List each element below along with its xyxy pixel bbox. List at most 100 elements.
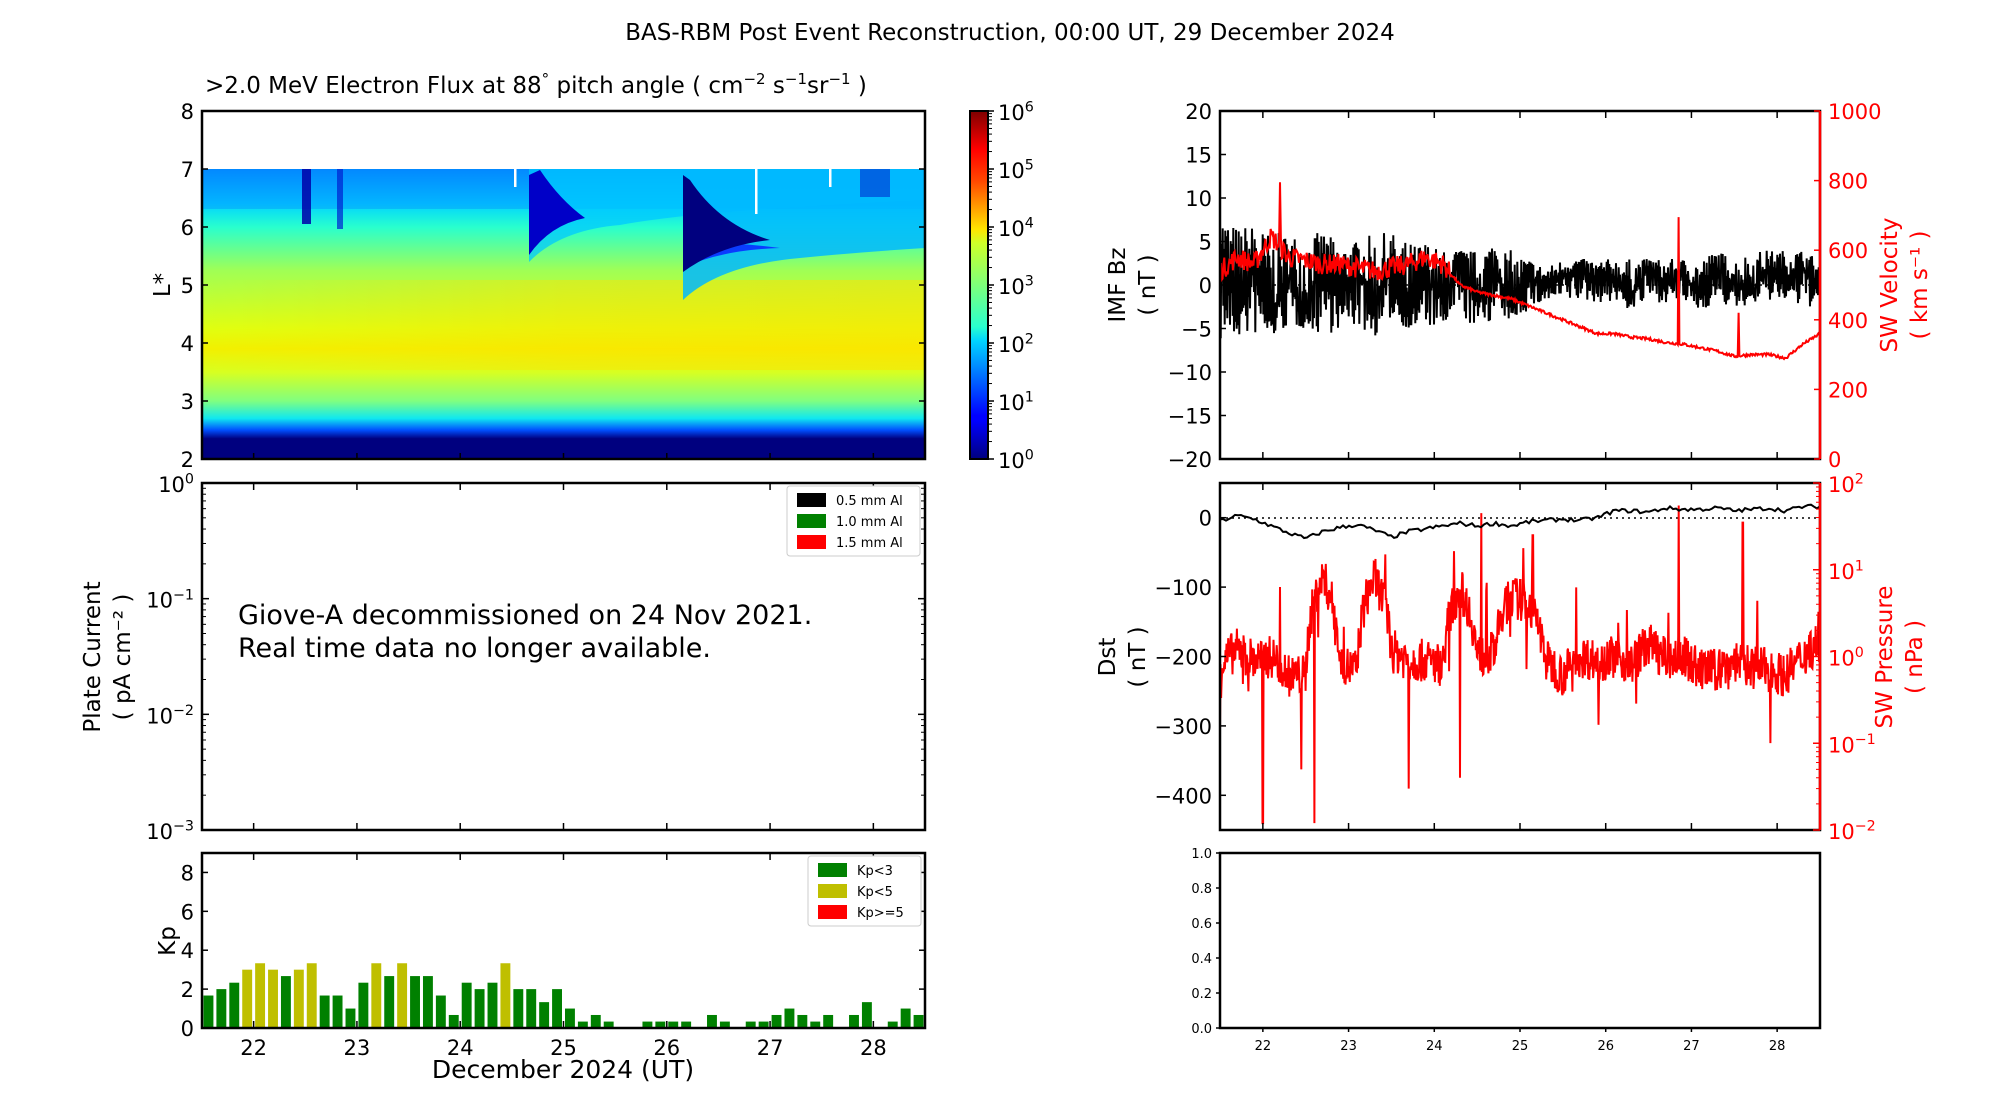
colorbar-ticks: 100 101 102 103 104 105 106 xyxy=(988,100,1034,473)
y-tick-label: −300 xyxy=(1154,715,1212,739)
x-tick-label: 28 xyxy=(860,1036,887,1060)
y-tick-label: 10−1 xyxy=(146,587,194,612)
y2-tick-label: 10−1 xyxy=(1828,732,1876,757)
legend-label: 1.5 mm Al xyxy=(836,536,903,551)
y-tick-label: 7 xyxy=(181,158,194,182)
x-tick-label: 26 xyxy=(1597,1039,1614,1054)
kp-bar xyxy=(913,1014,924,1028)
kp-bar xyxy=(590,1014,601,1028)
legend-swatch xyxy=(818,905,847,919)
kp-bar xyxy=(823,1014,834,1028)
sw-pressure-ylabel-units: ( nPa ) xyxy=(1902,620,1928,694)
kp-bar xyxy=(655,1021,666,1028)
kp-bar xyxy=(900,1008,911,1028)
y-tick-label: 5 xyxy=(1199,231,1212,255)
legend-swatch xyxy=(797,493,826,507)
sw-velocity-ylabel-units: ( km s⁻¹ ) xyxy=(1907,231,1933,340)
y2-tick-label: 102 xyxy=(1828,472,1864,497)
kp-bar xyxy=(319,995,330,1028)
y-tick-label: 4 xyxy=(181,939,194,963)
x-tick-label: 24 xyxy=(447,1036,474,1060)
legend-label: Kp>=5 xyxy=(857,906,904,921)
kp-bar xyxy=(500,963,511,1028)
plate-yaxis: 100 10−1 10−2 10−3 xyxy=(146,472,925,844)
imf-ylabel: IMF Bz xyxy=(1105,247,1131,322)
kp-bar xyxy=(603,1021,614,1028)
y2-tick-label: 400 xyxy=(1828,309,1868,333)
flux-panel: >2.0 MeV Electron Flux at 88° pitch angl… xyxy=(150,70,1034,473)
kp-bar xyxy=(784,1008,795,1028)
kp-bar xyxy=(887,1021,898,1028)
y-tick-label: 0.0 xyxy=(1191,1022,1212,1037)
kp-bar xyxy=(474,989,485,1028)
flux-title: >2.0 MeV Electron Flux at 88° pitch angl… xyxy=(205,70,867,99)
kp-bar xyxy=(435,995,446,1028)
x-tick-label: 23 xyxy=(344,1036,371,1060)
x-tick-label: 23 xyxy=(1340,1039,1357,1054)
x-tick-label: 22 xyxy=(1255,1039,1272,1054)
kp-bar xyxy=(707,1014,717,1028)
kp-bar xyxy=(384,976,395,1028)
empty-axes-frame xyxy=(1218,851,1822,1030)
y-tick-label: −5 xyxy=(1181,318,1212,342)
y-tick-label: 5 xyxy=(181,274,194,298)
kp-bar xyxy=(577,1021,588,1028)
imf-panel: 20 15 10 5 0 −5 −10 −15 −20 1000 800 600 400 200 0 IMF… xyxy=(1105,100,1933,472)
sw-velocity-series xyxy=(1220,182,1820,361)
y-tick-label: −400 xyxy=(1154,784,1212,808)
y-tick-label: 0.6 xyxy=(1191,917,1212,932)
flux-gap xyxy=(829,169,832,187)
flux-dropout-1-core xyxy=(529,170,585,255)
imf-axes: 20 15 10 5 0 −5 −10 −15 −20 1000 800 600 400 200 0 xyxy=(1168,100,1882,472)
legend-swatch xyxy=(818,884,847,898)
kp-bar xyxy=(280,976,291,1028)
y-tick-label: 8 xyxy=(181,861,194,885)
kp-bar xyxy=(216,989,227,1028)
kp-bar xyxy=(681,1021,692,1028)
flux-ylabel: L* xyxy=(150,273,176,297)
y-tick-label: 2 xyxy=(181,978,194,1002)
kp-bar xyxy=(861,1002,872,1028)
y-tick-label: 0 xyxy=(1199,274,1212,298)
flux-streak xyxy=(337,169,343,229)
flux-dropout-2 xyxy=(683,169,925,300)
kp-bar xyxy=(397,963,408,1028)
x-tick-label: 22 xyxy=(240,1036,267,1060)
legend-label: 1.0 mm Al xyxy=(836,515,903,530)
kp-bar xyxy=(771,1014,782,1028)
x-tick-label: 27 xyxy=(757,1036,784,1060)
y-tick-label: 10−3 xyxy=(146,819,194,844)
plate-ylabel: Plate Current xyxy=(80,581,106,732)
y-tick-label: −15 xyxy=(1168,405,1212,429)
kp-bar xyxy=(293,969,304,1028)
kp-bar xyxy=(345,1008,356,1028)
y-tick-label: 3 xyxy=(181,390,194,414)
kp-bars xyxy=(203,963,924,1028)
flux-heatmap xyxy=(202,169,925,459)
y-tick-label: −200 xyxy=(1154,646,1212,670)
y2-tick-label: 800 xyxy=(1828,170,1868,194)
y2-tick-label: 100 xyxy=(1828,645,1864,670)
y-tick-label: 100 xyxy=(158,472,194,497)
kp-bar xyxy=(565,1008,575,1028)
flux-gap xyxy=(755,169,758,214)
kp-bar xyxy=(410,976,420,1028)
plate-annotation-line2: Real time data no longer available. xyxy=(238,633,711,664)
y-tick-label: 0.2 xyxy=(1191,987,1212,1002)
y-tick-label: 10 xyxy=(1185,187,1212,211)
y2-tick-label: 0 xyxy=(1828,448,1841,472)
kp-bar xyxy=(719,1021,730,1028)
y-tick-label: 20 xyxy=(1185,100,1212,124)
dst-series xyxy=(1220,503,1820,540)
x-tick-label: 27 xyxy=(1683,1039,1700,1054)
kp-bar xyxy=(668,1021,679,1028)
legend-swatch xyxy=(797,514,826,528)
x-tick-label: 28 xyxy=(1769,1039,1786,1054)
colorbar-tick-label: 106 xyxy=(998,100,1034,125)
kp-bar xyxy=(810,1021,821,1028)
kp-bar xyxy=(552,989,562,1028)
legend-swatch xyxy=(818,863,847,877)
